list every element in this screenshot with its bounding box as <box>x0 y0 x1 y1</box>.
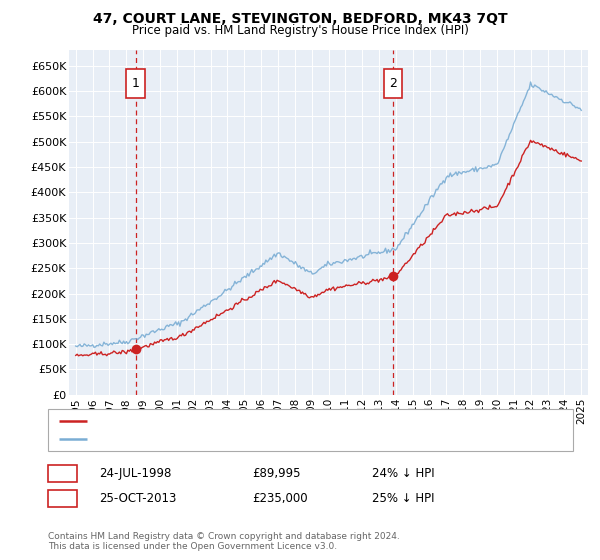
Text: £89,995: £89,995 <box>252 466 301 480</box>
Text: 2: 2 <box>389 77 397 90</box>
Bar <box>127 69 145 97</box>
Text: 47, COURT LANE, STEVINGTON, BEDFORD, MK43 7QT (detached house): 47, COURT LANE, STEVINGTON, BEDFORD, MK4… <box>93 416 466 426</box>
Text: 47, COURT LANE, STEVINGTON, BEDFORD, MK43 7QT: 47, COURT LANE, STEVINGTON, BEDFORD, MK4… <box>92 12 508 26</box>
Text: £235,000: £235,000 <box>252 492 308 505</box>
Text: 25% ↓ HPI: 25% ↓ HPI <box>372 492 434 505</box>
Bar <box>383 69 402 97</box>
Text: 24-JUL-1998: 24-JUL-1998 <box>99 466 172 480</box>
Text: 1: 1 <box>59 466 66 480</box>
Text: HPI: Average price, detached house, Bedford: HPI: Average price, detached house, Bedf… <box>93 434 327 444</box>
Text: 1: 1 <box>132 77 140 90</box>
Text: 24% ↓ HPI: 24% ↓ HPI <box>372 466 434 480</box>
Text: 2: 2 <box>59 492 66 505</box>
Text: Contains HM Land Registry data © Crown copyright and database right 2024.
This d: Contains HM Land Registry data © Crown c… <box>48 532 400 552</box>
Text: 25-OCT-2013: 25-OCT-2013 <box>99 492 176 505</box>
Text: Price paid vs. HM Land Registry's House Price Index (HPI): Price paid vs. HM Land Registry's House … <box>131 24 469 36</box>
